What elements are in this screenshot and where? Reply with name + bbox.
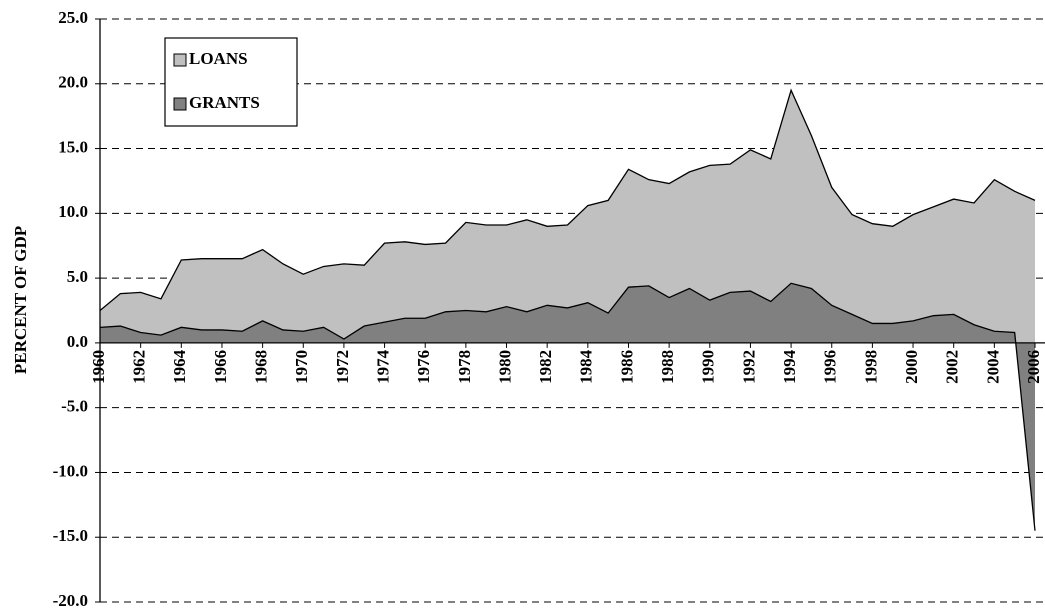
x-tick-label: 1966 — [211, 350, 230, 384]
x-tick-label: 1990 — [699, 350, 718, 384]
x-tick-label: 1962 — [130, 350, 149, 384]
x-tick-label: 1984 — [577, 349, 596, 384]
x-tick-label: 2000 — [902, 350, 921, 384]
legend-swatch — [173, 97, 187, 111]
legend-label: GRANTS — [189, 93, 260, 112]
y-tick-label: 15.0 — [58, 137, 88, 156]
y-tick-label: 25.0 — [58, 8, 88, 27]
y-tick-label: -5.0 — [61, 397, 88, 416]
x-tick-label: 2002 — [943, 350, 962, 384]
y-axis-title: PERCENT OF GDP — [11, 226, 30, 374]
y-tick-label: 20.0 — [58, 73, 88, 92]
x-tick-label: 1974 — [373, 349, 392, 384]
x-tick-label: 1972 — [333, 350, 352, 384]
y-tick-label: 0.0 — [67, 332, 88, 351]
x-tick-label: 1994 — [780, 349, 799, 384]
legend-swatch — [173, 53, 187, 67]
y-tick-label: -15.0 — [53, 526, 88, 545]
x-tick-label: 2004 — [983, 349, 1002, 384]
x-tick-label: 1998 — [861, 350, 880, 384]
x-tick-label: 1996 — [821, 350, 840, 384]
x-tick-label: 1960 — [89, 350, 108, 384]
x-tick-label: 1970 — [292, 350, 311, 384]
legend-label: LOANS — [189, 49, 248, 68]
y-tick-label: 10.0 — [58, 202, 88, 221]
x-tick-label: 1978 — [455, 350, 474, 384]
area-line — [99, 88, 1036, 312]
y-tick-label: 5.0 — [67, 267, 88, 286]
x-tick-label: 1968 — [252, 350, 271, 384]
x-tick-label: 1992 — [739, 350, 758, 384]
x-tick-label: 1988 — [658, 350, 677, 384]
y-tick-label: -20.0 — [53, 591, 88, 610]
x-tick-label: 1976 — [414, 350, 433, 384]
y-tick-label: -10.0 — [53, 461, 88, 480]
x-tick-label: 1986 — [617, 350, 636, 384]
area-fill — [100, 90, 1035, 531]
area-line — [99, 282, 1036, 531]
x-tick-label: 1980 — [495, 350, 514, 384]
legend-box — [164, 37, 298, 127]
x-tick-label: 2006 — [1024, 350, 1043, 384]
x-tick-label: 1982 — [536, 350, 555, 384]
area-fill — [100, 283, 1035, 531]
x-tick-label: 1964 — [170, 349, 189, 384]
